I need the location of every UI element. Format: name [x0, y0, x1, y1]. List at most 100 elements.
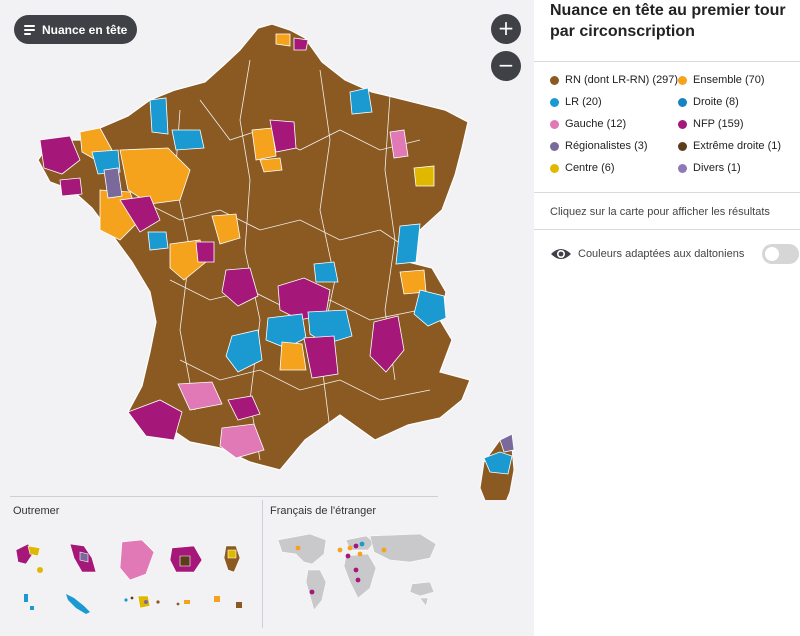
corsica-lr[interactable] [483, 451, 513, 475]
district-ens-orleans[interactable] [211, 213, 241, 245]
guyane[interactable] [119, 539, 155, 581]
nouvelle-caledonie[interactable] [66, 594, 90, 614]
side-panel: Nuance en tête au premier tour par circo… [534, 0, 800, 636]
legend-label: Divers (1) [693, 162, 741, 174]
legend-item: Centre (6) [550, 162, 615, 174]
district-lr-caen[interactable] [149, 97, 169, 135]
district-nfp-vienne[interactable] [195, 241, 215, 263]
wallis-futuna[interactable] [176, 600, 190, 606]
district-lr-savoie[interactable] [413, 289, 447, 327]
district-ens-lille[interactable] [275, 33, 291, 47]
etranger-district-dot[interactable] [295, 545, 301, 551]
etranger-district-dot[interactable] [347, 545, 353, 551]
legend-swatch [678, 97, 687, 107]
etranger-district-dot[interactable] [357, 551, 363, 557]
zoom-in-button[interactable]: + [491, 14, 521, 44]
reunion[interactable] [169, 545, 203, 573]
map-panel: Nuance en tête + − Outremer Français de … [0, 0, 534, 636]
legend-item: NFP (159) [678, 118, 744, 130]
etranger-district-dot[interactable] [359, 541, 365, 547]
district-nfp-nantes[interactable] [119, 195, 161, 233]
district-lr-bretagne[interactable] [91, 149, 121, 175]
etranger-district-dot[interactable] [353, 567, 359, 573]
plus-icon: + [497, 16, 515, 40]
district-nfp-landes[interactable] [127, 399, 183, 441]
legend-item: RN (dont LR-RN) (297) [550, 74, 678, 86]
district-lr-angers[interactable] [147, 231, 169, 251]
etranger-district-dot[interactable] [355, 577, 361, 583]
etranger-label: Français de l'étranger [270, 505, 377, 517]
etranger-world-map[interactable] [270, 526, 450, 618]
martinique[interactable] [69, 543, 97, 573]
legend-item: Divers (1) [678, 162, 741, 174]
etranger-district-dot[interactable] [353, 543, 359, 549]
etranger-district-dot[interactable] [337, 547, 343, 553]
district-nfp-drome[interactable] [369, 315, 405, 373]
district-ens-rennes[interactable] [119, 147, 191, 205]
corsica-regionalistes[interactable] [499, 433, 515, 453]
district-lr-dijon[interactable] [395, 223, 421, 265]
mayotte[interactable] [223, 545, 241, 573]
legend-item: Gauche (12) [550, 118, 626, 130]
legend-label: NFP (159) [693, 118, 744, 130]
district-gauche-nancy[interactable] [389, 129, 409, 159]
district-gauche-gers[interactable] [177, 381, 223, 411]
saint-martin[interactable] [214, 596, 242, 608]
etranger-district-dot[interactable] [309, 589, 315, 595]
legend-label: RN (dont LR-RN) (297) [565, 74, 679, 86]
legend-label: Régionalistes (3) [565, 140, 648, 152]
polynesie[interactable] [124, 595, 160, 609]
district-nfp-brest[interactable] [39, 135, 81, 175]
district-nfp-paris[interactable] [269, 119, 297, 153]
legend-label: Centre (6) [565, 162, 615, 174]
colorblind-toggle[interactable] [762, 244, 799, 264]
legend-label: Extrême droite (1) [693, 140, 782, 152]
district-nfp-limousin[interactable] [221, 267, 259, 307]
district-nfp-bretagne-s[interactable] [59, 177, 83, 197]
legend-label: Droite (8) [693, 96, 739, 108]
district-centre-vosges[interactable] [413, 165, 435, 187]
spm[interactable] [24, 594, 34, 610]
instructions-divider [534, 229, 800, 230]
legend-item: Extrême droite (1) [678, 140, 781, 152]
legend-swatch [550, 75, 559, 85]
district-lr-lozere[interactable] [307, 309, 353, 345]
legend-swatch [678, 141, 687, 151]
district-reg-bretagne[interactable] [103, 167, 123, 199]
toggle-knob [765, 247, 779, 261]
district-nfp-toulouse[interactable] [227, 395, 261, 421]
district-nfp-lille[interactable] [293, 37, 309, 51]
nuance-en-tete-button[interactable]: Nuance en tête [14, 15, 138, 44]
legend-swatch [550, 119, 559, 129]
district-ens-paris-w[interactable] [251, 127, 277, 161]
legend-item: Régionalistes (3) [550, 140, 648, 152]
legend-label: Gauche (12) [565, 118, 627, 130]
world-land [277, 533, 437, 611]
colorblind-label: Couleurs adaptées aux daltoniens [578, 248, 745, 260]
outremer-maps[interactable] [8, 528, 258, 628]
etranger-district-dot[interactable] [345, 553, 351, 559]
legend-swatch [550, 141, 559, 151]
district-lr-correze[interactable] [225, 329, 263, 373]
district-ens-paris-sw[interactable] [259, 157, 283, 173]
district-lr-normandie[interactable] [171, 129, 205, 151]
district-lr-loire[interactable] [313, 261, 339, 283]
district-gauche-ariege[interactable] [219, 423, 265, 459]
instructions-text: Cliquez sur la carte pour afficher les r… [550, 206, 770, 218]
legend-swatch [550, 163, 559, 173]
eye-icon [550, 246, 572, 262]
legend-label: Ensemble (70) [693, 74, 765, 86]
zoom-out-button[interactable]: − [491, 51, 521, 81]
district-ens-aveyron[interactable] [279, 341, 307, 371]
menu-icon [24, 24, 35, 35]
france-map[interactable] [0, 0, 534, 500]
district-lr-metz[interactable] [349, 87, 373, 115]
etranger-district-dot[interactable] [381, 547, 387, 553]
guadeloupe[interactable] [15, 543, 43, 573]
minus-icon: − [497, 53, 515, 77]
district-nfp-gard[interactable] [303, 335, 339, 379]
legend-swatch [678, 163, 687, 173]
legend-swatch [550, 97, 559, 107]
legend-item: Droite (8) [678, 96, 739, 108]
title-divider [534, 61, 800, 62]
